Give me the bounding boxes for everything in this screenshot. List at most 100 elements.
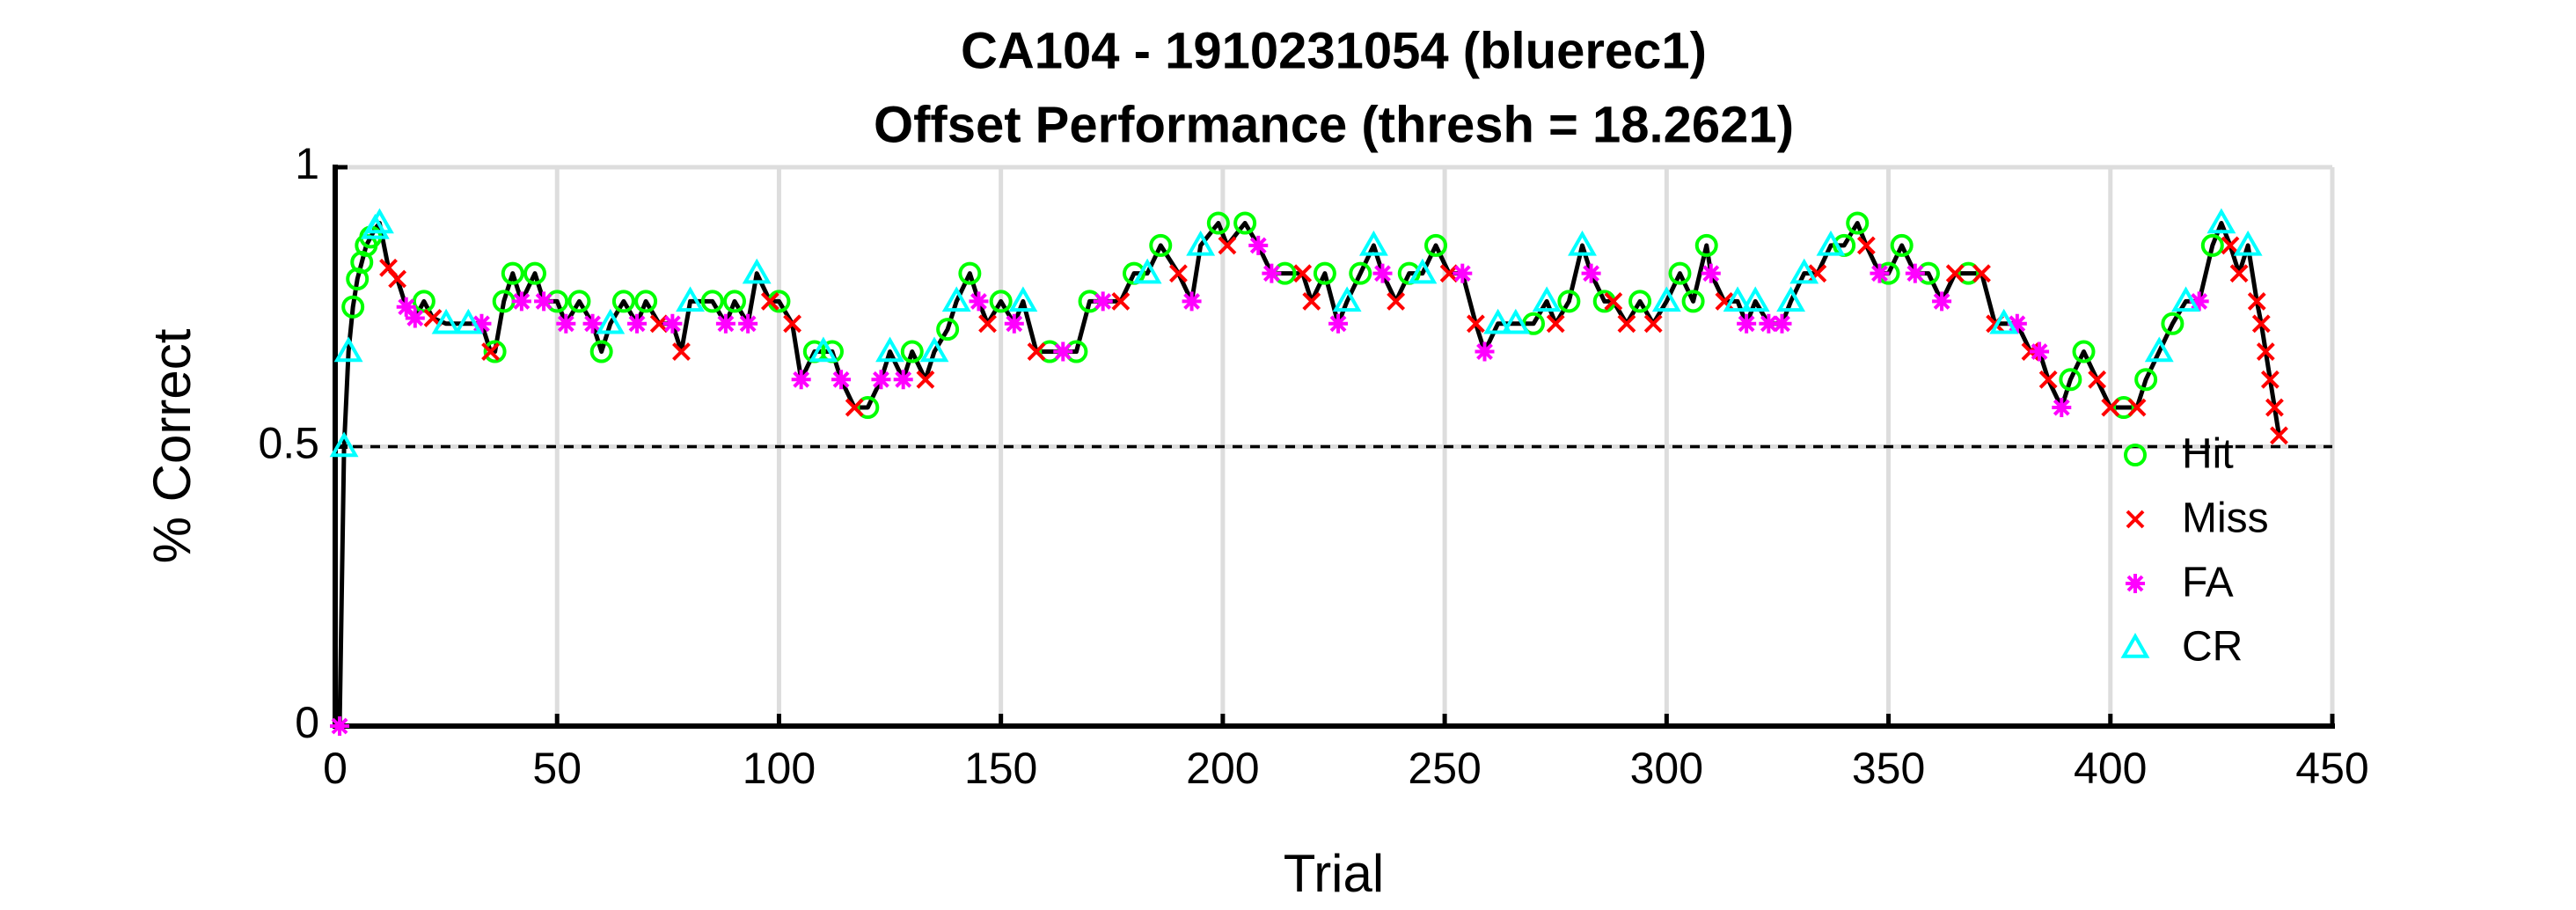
marker-asterisk	[472, 313, 492, 334]
marker-x	[2221, 236, 2240, 255]
marker-asterisk	[1093, 291, 1113, 312]
marker-shape	[1439, 264, 1459, 283]
marker-shape	[1581, 263, 1601, 283]
marker-triangle	[431, 308, 461, 334]
marker-shape	[1628, 290, 1652, 313]
marker-shape	[2072, 340, 2096, 363]
marker-asterisk	[969, 291, 989, 312]
x-tick-label: 350	[1852, 744, 1925, 793]
marker-shape	[2088, 370, 2107, 389]
marker-shape	[2126, 510, 2145, 529]
marker-triangle	[1358, 230, 1388, 256]
marker-asterisk	[405, 308, 425, 328]
marker-asterisk	[556, 313, 576, 334]
marker-triangle	[329, 431, 359, 458]
marker-triangle	[875, 336, 905, 363]
y-tick-label: 1	[295, 139, 319, 188]
marker-x	[2101, 398, 2120, 417]
marker-shape	[1182, 291, 1202, 312]
marker-circle	[936, 318, 960, 341]
marker-shape	[1723, 286, 1753, 312]
marker-shape	[2120, 632, 2150, 658]
marker-shape	[1945, 264, 1965, 283]
marker-shape	[472, 313, 492, 334]
marker-shape	[893, 370, 913, 390]
marker-shape	[1218, 236, 1237, 255]
marker-asterisk	[1905, 263, 1925, 283]
marker-shape	[1408, 258, 1438, 284]
marker-shape	[649, 314, 669, 334]
marker-asterisk	[330, 716, 350, 736]
marker-x	[1439, 264, 1459, 283]
marker-triangle	[2233, 230, 2263, 256]
marker-shape	[329, 431, 359, 458]
marker-shape	[364, 208, 394, 234]
marker-asterisk	[1182, 291, 1202, 312]
marker-shape	[1328, 313, 1349, 334]
marker-circle	[1349, 261, 1372, 285]
marker-shape	[1358, 230, 1388, 256]
marker-x	[1387, 291, 1406, 311]
marker-shape	[1905, 263, 1925, 283]
marker-shape	[2233, 230, 2263, 256]
marker-shape	[634, 290, 658, 313]
marker-asterisk	[1737, 313, 1757, 334]
marker-circle	[1957, 261, 1980, 285]
marker-circle	[1628, 290, 1652, 313]
marker-asterisk	[1004, 313, 1024, 334]
x-tick-label: 400	[2074, 744, 2147, 793]
marker-triangle	[1740, 286, 1770, 312]
marker-shape	[1651, 286, 1681, 312]
marker-x	[760, 291, 779, 311]
marker-shape	[1111, 291, 1131, 311]
marker-shape	[589, 340, 613, 363]
marker-shape	[1008, 286, 1038, 312]
legend-label: CR	[2182, 624, 2243, 671]
marker-circle	[589, 340, 613, 363]
marker-shape	[481, 342, 500, 361]
marker-triangle	[1776, 286, 1806, 312]
marker-shape	[2260, 370, 2280, 389]
marker-shape	[582, 313, 603, 334]
marker-shape	[333, 336, 363, 363]
marker-shape	[723, 290, 746, 313]
marker-asterisk	[1248, 235, 1269, 255]
marker-circle	[1149, 233, 1173, 257]
marker-shape	[1846, 211, 1870, 235]
marker-shape	[1989, 308, 2019, 334]
marker-x	[978, 314, 997, 334]
marker-shape	[1186, 230, 1216, 256]
marker-x	[1617, 314, 1636, 334]
marker-shape	[1467, 314, 1485, 334]
marker-shape	[2030, 341, 2050, 362]
marker-shape	[1053, 341, 1073, 362]
marker-shape	[2126, 574, 2145, 593]
marker-asterisk	[396, 297, 416, 317]
marker-shape	[738, 313, 758, 334]
marker-shape	[1737, 313, 1757, 334]
marker-shape	[672, 342, 691, 361]
marker-asterisk	[582, 313, 603, 334]
marker-shape	[791, 370, 811, 390]
marker-shape	[1740, 286, 1770, 312]
marker-triangle	[1989, 308, 2019, 334]
marker-circle	[958, 261, 982, 285]
marker-shape	[2229, 264, 2249, 283]
marker-shape	[1262, 263, 1282, 283]
marker-shape	[1483, 308, 1513, 334]
marker-shape	[1532, 286, 1562, 312]
marker-shape	[341, 295, 365, 319]
chart-subtitle: Offset Performance (thresh = 18.2621)	[874, 96, 1794, 153]
marker-circle	[1668, 261, 1692, 285]
marker-shape	[742, 258, 772, 284]
marker-shape	[523, 261, 546, 285]
marker-x	[2247, 291, 2266, 311]
marker-circle	[2134, 368, 2158, 392]
marker-shape	[958, 261, 982, 285]
marker-asterisk	[871, 370, 891, 390]
marker-asterisk	[627, 313, 648, 334]
marker-shape	[1681, 290, 1705, 313]
marker-triangle	[453, 308, 483, 334]
marker-shape	[1789, 258, 1819, 284]
